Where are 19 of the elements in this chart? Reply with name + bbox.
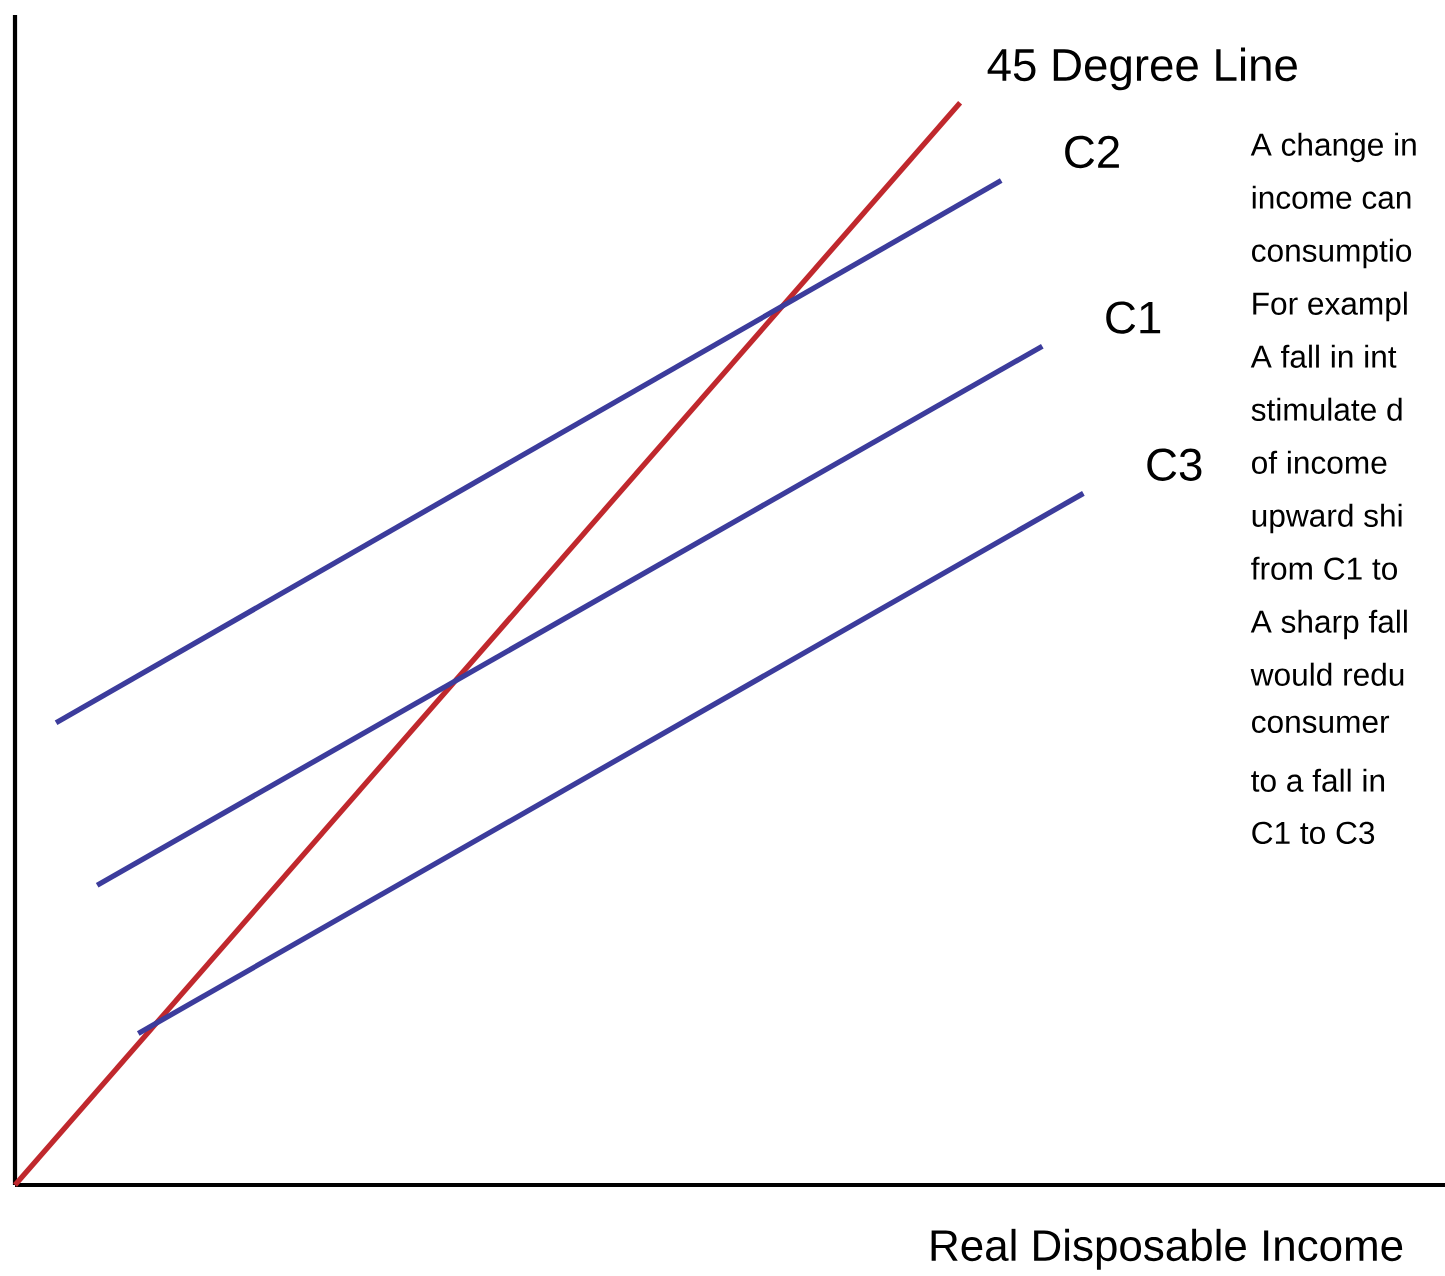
text: income can [1252, 185, 1411, 209]
text: A fall in int [1250, 344, 1397, 368]
series-label: C3 [1147, 448, 1202, 481]
text: to a fall in [1251, 768, 1385, 792]
text: For exampl [1253, 291, 1407, 322]
x-axis-title: Real Disposable Income [931, 1228, 1403, 1270]
text: of income [1252, 450, 1387, 474]
series-label: C2 [1065, 135, 1119, 169]
text: A sharp fall [1250, 609, 1407, 640]
text: would redu [1250, 662, 1404, 686]
text: stimulate d [1251, 397, 1402, 421]
text: A change in [1250, 132, 1416, 163]
text: consumer [1252, 715, 1390, 734]
series-label: 45 Degree Line [987, 47, 1297, 91]
series-label: C1 [1106, 301, 1161, 334]
text: from C1 to [1251, 556, 1398, 580]
text: C1 to C3 [1252, 821, 1375, 845]
text: consumptio [1252, 238, 1412, 269]
text: upward shi [1252, 503, 1402, 534]
